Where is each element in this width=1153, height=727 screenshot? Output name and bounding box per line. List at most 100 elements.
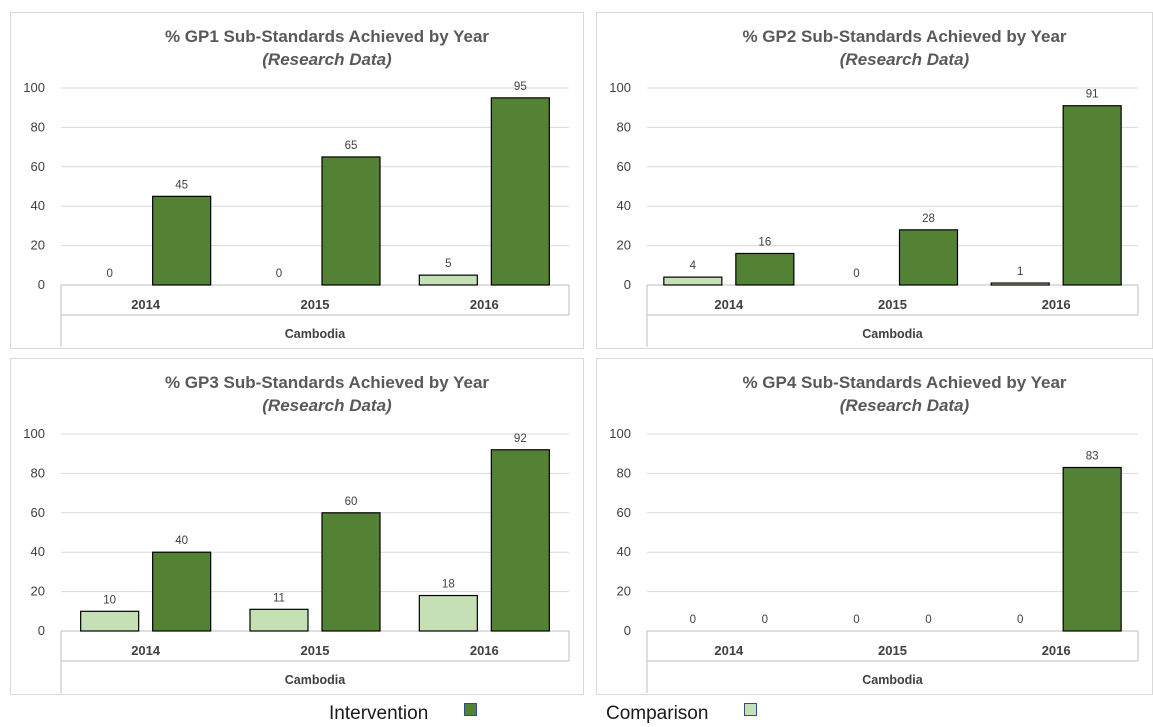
y-tick-label: 60 (617, 159, 631, 174)
bar-comparison-2016 (418, 594, 478, 632)
y-tick-label: 60 (31, 505, 45, 520)
bar-intervention-2016 (1062, 466, 1122, 632)
chart-title: % GP4 Sub-Standards Achieved by Year (742, 373, 1066, 392)
data-label: 0 (925, 614, 931, 626)
x-tick-label: 2014 (131, 643, 161, 658)
data-label: 5 (445, 258, 451, 270)
legend-label: Comparison (606, 703, 709, 724)
chart-panel-gp3: % GP3 Sub-Standards Achieved by Year (Res… (10, 358, 584, 695)
y-tick-label: 100 (609, 426, 631, 441)
data-label: 18 (442, 579, 455, 591)
chart-subtitle: (Research Data) (262, 396, 392, 415)
bar-intervention-2015 (321, 156, 381, 286)
y-tick-label: 60 (617, 505, 631, 520)
y-tick-label: 80 (617, 465, 631, 480)
y-tick-label: 20 (31, 584, 45, 599)
y-tick-label: 40 (617, 544, 631, 559)
data-label: 0 (106, 268, 112, 280)
chart-panel-gp2: % GP2 Sub-Standards Achieved by Year (Res… (596, 12, 1153, 349)
x-group-label: Cambodia (862, 673, 923, 687)
bar-intervention-2014 (152, 551, 212, 632)
chart-gp3: % GP3 Sub-Standards Achieved by Year (Res… (23, 373, 570, 693)
x-tick-label: 2016 (470, 297, 499, 312)
bar-comparison-2014 (80, 610, 140, 632)
x-tick-label: 2015 (301, 297, 330, 312)
chart-gp4: % GP4 Sub-Standards Achieved by Year (Res… (609, 373, 1139, 693)
x-group-label: Cambodia (862, 327, 923, 341)
chart-gp2: % GP2 Sub-Standards Achieved by Year (Res… (609, 27, 1139, 347)
y-tick-label: 100 (23, 80, 45, 95)
data-label: 91 (1086, 89, 1099, 101)
chart-legend: Intervention Comparison (0, 702, 1153, 727)
x-tick-label: 2014 (714, 297, 744, 312)
legend-label: Intervention (329, 703, 429, 724)
y-tick-label: 20 (617, 238, 631, 253)
legend-swatch (464, 702, 478, 716)
bar-comparison-2016 (990, 282, 1050, 286)
bar-comparison-2014 (663, 276, 723, 286)
y-tick-label: 100 (609, 80, 631, 95)
bar-comparison-2015 (249, 608, 309, 632)
y-tick-label: 80 (31, 119, 45, 134)
data-label: 0 (853, 268, 859, 280)
y-tick-label: 40 (31, 198, 45, 213)
y-tick-label: 40 (617, 198, 631, 213)
data-label: 0 (762, 614, 768, 626)
bar-intervention-2014 (152, 195, 212, 286)
data-label: 28 (922, 213, 935, 225)
x-tick-label: 2014 (714, 643, 744, 658)
y-tick-label: 80 (31, 465, 45, 480)
y-tick-label: 0 (38, 623, 45, 638)
y-tick-label: 0 (624, 623, 631, 638)
data-label: 65 (345, 140, 358, 152)
data-label: 1 (1017, 266, 1023, 278)
legend-item-comparison: Comparison (606, 702, 758, 725)
chart-title: % GP3 Sub-Standards Achieved by Year (165, 373, 489, 392)
x-tick-label: 2016 (470, 643, 499, 658)
bar-intervention-2015 (321, 512, 381, 632)
chart-title: % GP2 Sub-Standards Achieved by Year (742, 27, 1066, 46)
y-tick-label: 80 (617, 119, 631, 134)
x-tick-label: 2015 (878, 297, 907, 312)
data-label: 0 (853, 614, 859, 626)
data-label: 40 (175, 535, 188, 547)
y-tick-label: 0 (624, 277, 631, 292)
chart-subtitle: (Research Data) (840, 396, 970, 415)
bar-intervention-2015 (898, 229, 959, 286)
data-label: 0 (1017, 614, 1023, 626)
chart-title: % GP1 Sub-Standards Achieved by Year (165, 27, 489, 46)
x-tick-label: 2015 (878, 643, 907, 658)
data-label: 60 (345, 496, 358, 508)
data-label: 16 (758, 236, 771, 248)
bar-intervention-2016 (1062, 105, 1122, 286)
x-tick-label: 2014 (131, 297, 161, 312)
bar-intervention-2016 (490, 449, 550, 632)
bar-comparison-2016 (418, 274, 478, 286)
data-label: 10 (103, 594, 116, 606)
y-tick-label: 20 (31, 238, 45, 253)
data-label: 45 (175, 179, 188, 191)
chart-panel-gp4: % GP4 Sub-Standards Achieved by Year (Res… (596, 358, 1153, 695)
y-tick-label: 60 (31, 159, 45, 174)
legend-swatch (744, 702, 758, 716)
legend-item-intervention: Intervention (329, 702, 478, 725)
bar-intervention-2014 (735, 252, 795, 286)
data-label: 95 (514, 81, 527, 93)
chart-subtitle: (Research Data) (262, 50, 392, 69)
chart-subtitle: (Research Data) (840, 50, 970, 69)
chart-panel-gp1: % GP1 Sub-Standards Achieved by Year (Res… (10, 12, 584, 349)
data-label: 0 (690, 614, 696, 626)
y-tick-label: 20 (617, 584, 631, 599)
data-label: 11 (273, 592, 285, 604)
y-tick-label: 0 (38, 277, 45, 292)
y-tick-label: 40 (31, 544, 45, 559)
bar-intervention-2016 (490, 97, 550, 286)
x-group-label: Cambodia (285, 327, 346, 341)
data-label: 83 (1086, 450, 1099, 462)
data-label: 4 (690, 260, 697, 272)
data-label: 92 (514, 433, 527, 445)
x-tick-label: 2016 (1042, 643, 1071, 658)
x-group-label: Cambodia (285, 673, 346, 687)
chart-gp1: % GP1 Sub-Standards Achieved by Year (Res… (23, 27, 570, 347)
x-tick-label: 2016 (1042, 297, 1071, 312)
